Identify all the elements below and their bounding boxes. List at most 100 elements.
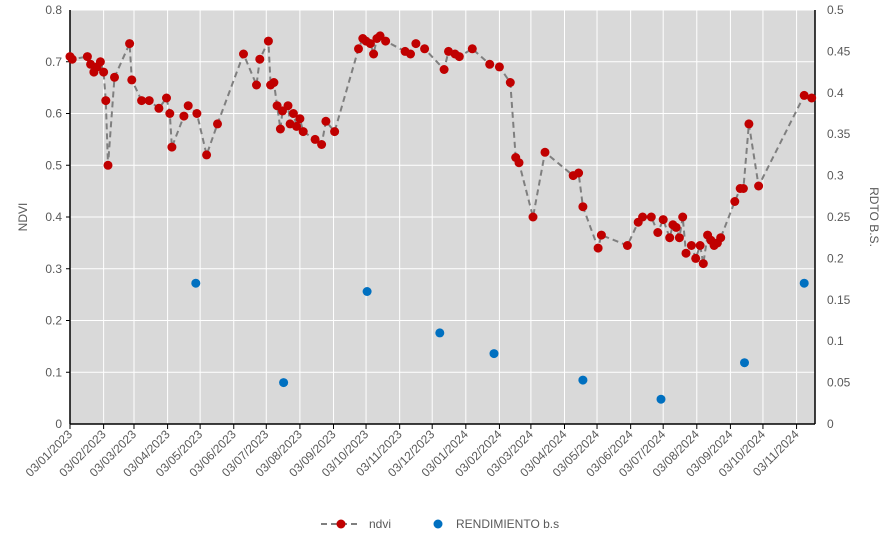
ndvi-point [154,103,164,113]
ndvi-point [365,39,375,49]
ndvi-point [310,134,320,144]
y2-tick-label: 0 [827,417,834,431]
ndvi-point [103,160,113,170]
ndvi-point [674,233,684,243]
rendimiento-point [489,349,499,359]
y-tick-label: 0.8 [45,3,62,17]
ndvi-point [505,78,515,87]
ndvi-point [354,44,363,54]
ndvi-point [292,121,302,131]
ndvi-point [162,93,171,103]
ndvi-point [127,75,137,85]
ndvi-point [540,147,550,157]
y-tick-label: 0.7 [45,55,62,69]
ndvi-point [716,233,726,243]
y2-tick-label: 0.15 [827,293,851,307]
ndvi-point [411,39,421,49]
ndvi-point [799,90,809,100]
y-tick-label: 0.4 [45,210,62,224]
y-axis-right: 0 0.05 0.1 0.15 0.2 0.25 0.3 0.35 0.4 0.45 0.5 [814,3,851,431]
y-axis-title: NDVI [16,203,30,232]
y2-axis-title: RDTO B.S. [867,187,881,247]
ndvi-point [665,233,675,243]
ndvi-point [691,253,701,263]
ndvi-point [179,111,189,121]
y2-tick-label: 0.2 [827,251,844,265]
ndvi-point [744,119,754,129]
y2-tick-label: 0.35 [827,127,851,141]
rendimiento-point [362,287,372,296]
y2-tick-label: 0.5 [827,3,844,17]
ndvi-point [653,228,663,237]
ndvi-point [255,54,265,64]
ndvi-point [263,36,273,46]
ndvi-point [622,241,632,250]
rendimiento-point [799,278,809,288]
ndvi-point [514,158,524,168]
ndvi-point [317,140,327,149]
legend-ndvi-marker [336,519,346,529]
ndvi-point [144,96,154,106]
ndvi-point [467,44,477,54]
legend-rendimiento-label: RENDIMIENTO b.s [456,517,559,531]
y2-tick-label: 0.3 [827,169,844,183]
ndvi-point [574,168,584,178]
ndvi-point [67,54,77,64]
ndvi-point [807,93,817,103]
ndvi-point [183,101,193,111]
y-tick-label: 0.2 [45,314,62,328]
ndvi-point [593,243,603,253]
ndvi-point [239,49,248,59]
ndvi-point [528,212,538,222]
rendimiento-point [191,278,201,288]
y-tick-label: 0.3 [45,262,62,276]
rendimiento-point [279,378,289,388]
ndvi-point [485,59,495,69]
ndvi-point [167,142,177,152]
ndvi-point [213,119,222,129]
ndvi-point [678,212,688,222]
y2-tick-label: 0.25 [827,210,851,224]
ndvi-point [330,127,340,137]
ndvi-point [137,96,147,106]
x-axis: 03/01/202303/02/202303/03/202303/04/2023… [23,423,815,480]
ndvi-point [95,57,105,67]
ndvi-point [165,109,175,118]
ndvi-point [686,241,696,250]
ndvi-point [698,259,708,269]
series-points [65,31,817,404]
y-tick-label: 0.1 [45,365,62,379]
ndvi-point [252,80,261,90]
ndvi-point [494,62,504,72]
ndvi-point [110,72,119,82]
ndvi-point [288,109,298,118]
ndvi-point [658,215,668,225]
ndvi-point [295,114,305,124]
rendimiento-point [740,358,749,368]
rendimiento-point [656,394,666,404]
ndvi-point [192,109,202,118]
ndvi-point [82,52,92,62]
y2-tick-label: 0.45 [827,44,851,58]
rendimiento-point [578,375,588,385]
ndvi-point [578,202,588,212]
ndvi-point [638,212,648,222]
ndvi-point [381,36,391,46]
ndvi-point [406,49,415,59]
ndvi-point [646,212,656,222]
rendimiento-point [435,328,445,338]
ndvi-point [671,222,681,232]
y-tick-label: 0.6 [45,107,62,121]
ndvi-point [454,52,464,62]
ndvi-point [202,150,212,160]
ndvi-point [283,101,293,111]
ndvi-point [99,67,109,77]
ndvi-point [596,230,606,240]
ndvi-point [420,44,430,54]
y2-tick-label: 0.4 [827,86,844,100]
y2-tick-label: 0.1 [827,334,844,348]
ndvi-point [321,116,331,126]
ndvi-point [125,39,135,49]
ndvi-point [738,184,748,193]
